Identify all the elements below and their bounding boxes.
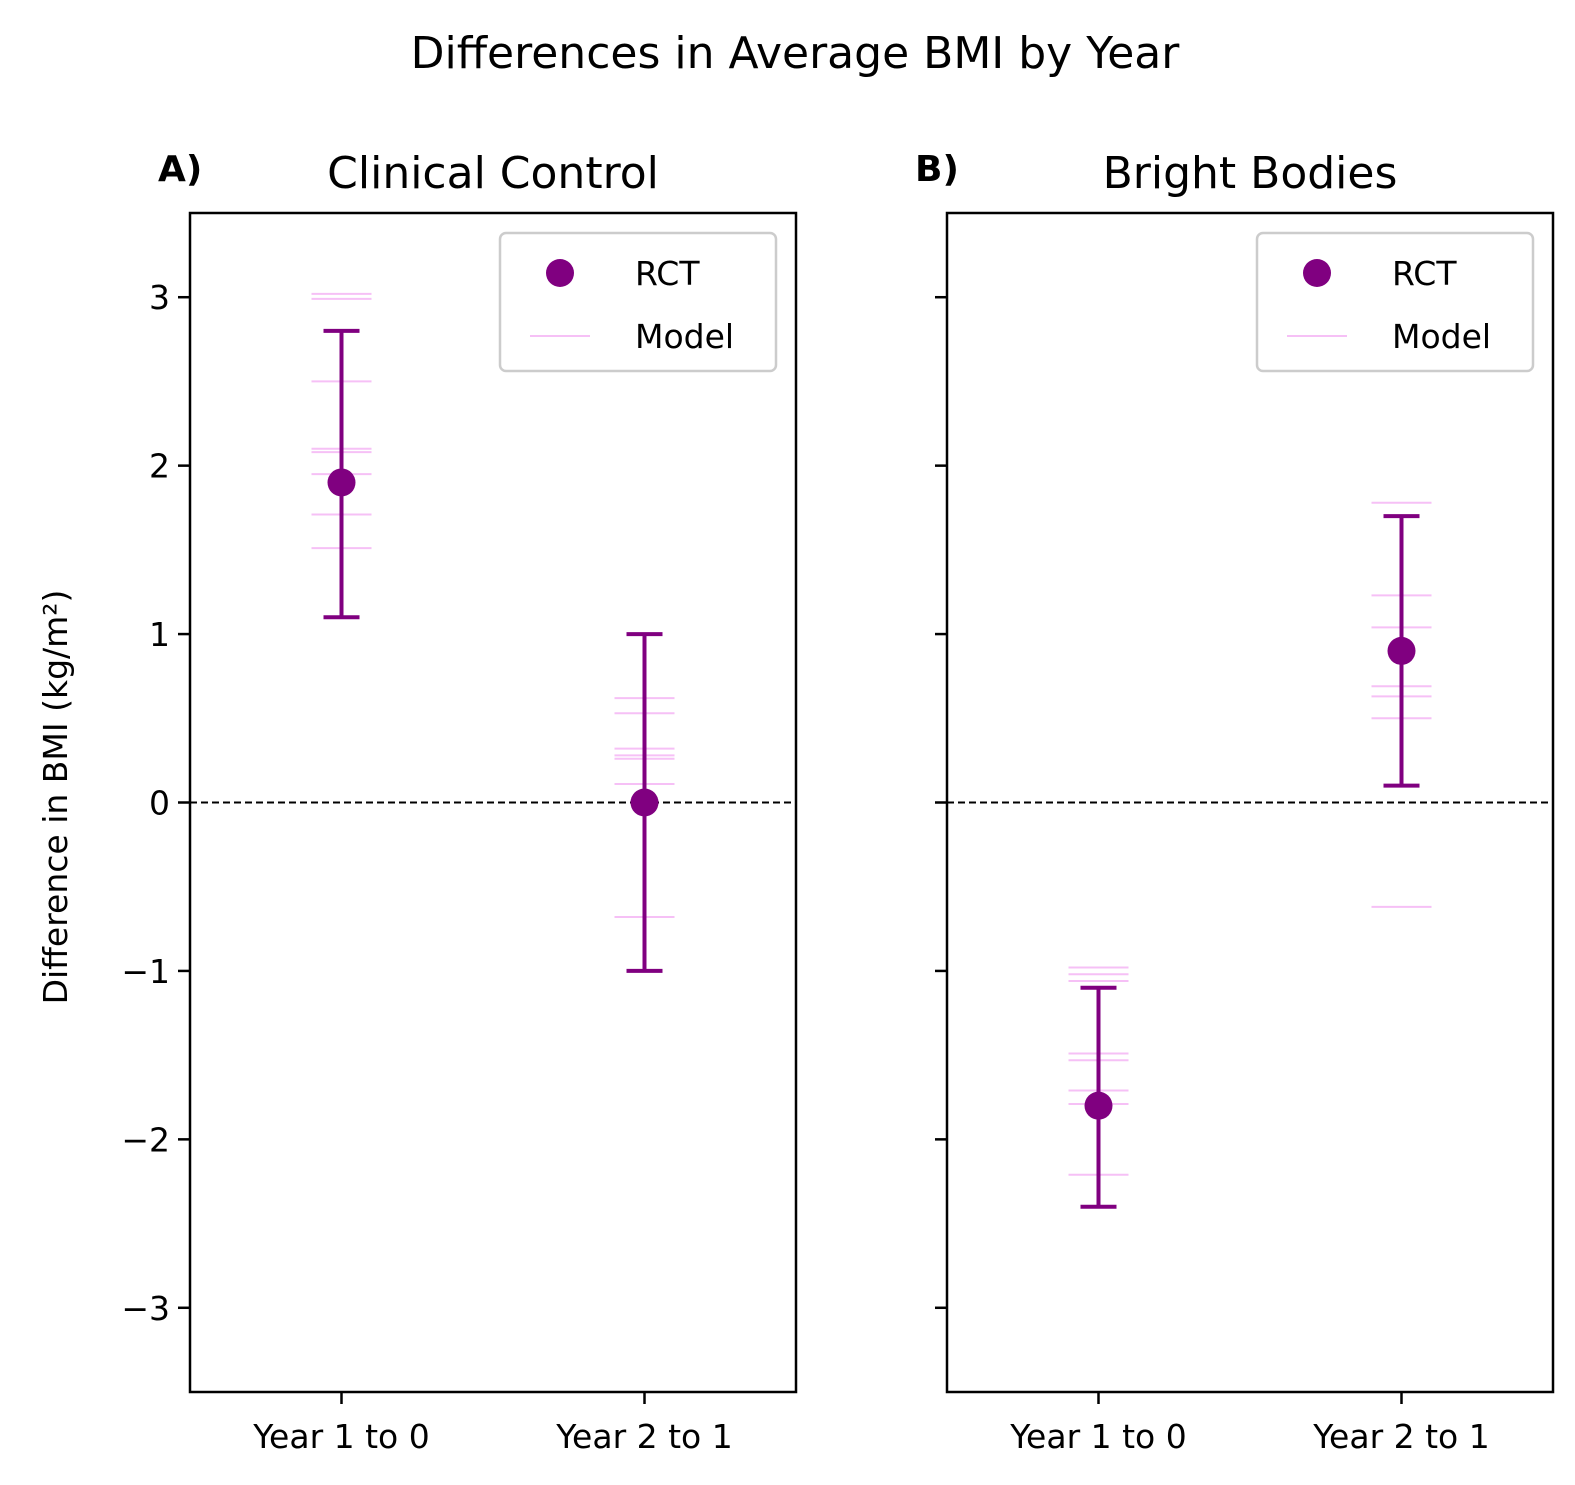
y-axis-label: Difference in BMI (kg/m²) (36, 590, 75, 1005)
y-tick-label: 3 (149, 278, 170, 317)
legend-label-rct: RCT (635, 254, 700, 293)
panel-label: A) (158, 149, 202, 190)
panel-label: B) (915, 149, 959, 190)
legend: RCT Model (1255, 231, 1535, 373)
x-tick-label: Year 1 to 0 (252, 1417, 429, 1456)
legend-rct-marker (546, 259, 574, 287)
rct-point (1084, 1091, 1113, 1120)
panel-title: Clinical Control (327, 148, 659, 199)
figure-title: Differences in Average BMI by Year (411, 28, 1181, 79)
y-tick-label: 1 (149, 615, 170, 654)
x-tick-label: Year 2 to 1 (555, 1417, 732, 1456)
y-tick-label: 0 (149, 784, 170, 823)
y-tick-label: −3 (121, 1289, 170, 1328)
y-tick-label: 2 (149, 447, 170, 486)
x-tick-label: Year 2 to 1 (1312, 1417, 1489, 1456)
panel-title: Bright Bodies (1103, 148, 1398, 199)
legend-label-model: Model (1392, 317, 1491, 356)
y-tick-label: −2 (121, 1120, 170, 1159)
panel-bright-bodies: Bright Bodies B) Year 1 to 0 Year 2 to 1 RCT… (915, 148, 1555, 1456)
rct-point (630, 788, 659, 817)
y-tick-label: −1 (121, 952, 170, 991)
legend: RCT Model (498, 231, 778, 373)
legend-label-model: Model (635, 317, 734, 356)
x-tick-label: Year 1 to 0 (1009, 1417, 1186, 1456)
rct-point (1387, 636, 1416, 665)
legend-rct-marker (1303, 259, 1331, 287)
legend-label-rct: RCT (1392, 254, 1457, 293)
panel-clinical-control: Clinical Control A) −3 −2 −1 0 1 2 3 Year 1 to 0 Y… (121, 148, 798, 1456)
rct-point (327, 468, 356, 497)
